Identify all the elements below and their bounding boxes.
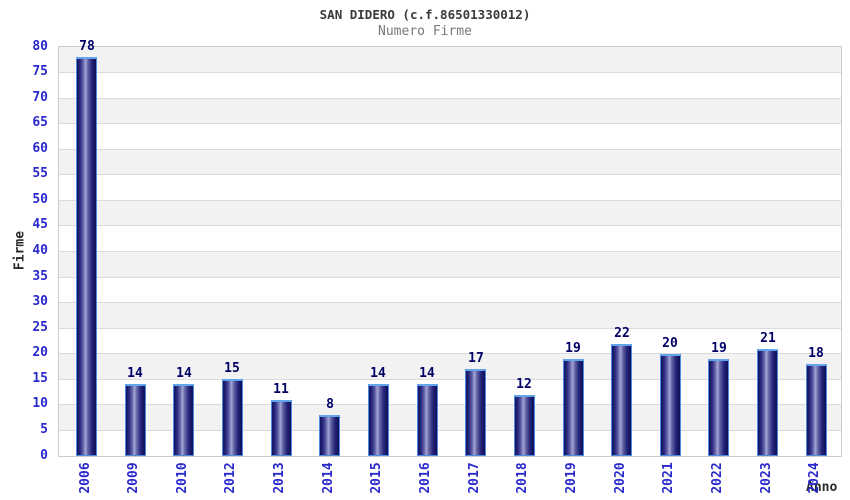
- chart-title: SAN DIDERO (c.f.86501330012): [319, 7, 531, 22]
- bar-value-label: 78: [79, 39, 95, 55]
- y-axis-tick-label: 30: [32, 294, 48, 310]
- plot-band: [59, 72, 841, 99]
- x-axis-tick-label: 2014: [321, 462, 336, 494]
- plot-band: [59, 174, 841, 201]
- plot-band: [59, 200, 841, 226]
- bar-value-label: 15: [224, 361, 240, 377]
- bar-value-label: 19: [711, 340, 727, 356]
- x-axis-tick-label: 2023: [759, 462, 774, 494]
- y-axis-tick-label: 60: [32, 140, 48, 156]
- y-axis-tick-label: 5: [40, 421, 48, 437]
- bar: [319, 415, 340, 456]
- bar-value-label: 22: [614, 325, 630, 341]
- bar: [563, 358, 584, 456]
- bar: [757, 348, 778, 456]
- plot-band: [59, 149, 841, 175]
- x-axis-tick-label: 2017: [467, 462, 482, 494]
- plot-band: [59, 328, 841, 354]
- x-axis-title: Anno: [806, 480, 838, 495]
- gridline: [59, 225, 841, 227]
- gridline: [59, 429, 841, 431]
- plot-band: [59, 98, 841, 124]
- bar: [76, 57, 97, 456]
- gridline: [59, 276, 841, 278]
- y-axis-tick-label: 55: [32, 166, 48, 182]
- y-axis-tick-label: 40: [32, 243, 48, 258]
- y-axis-tick-label: 80: [32, 38, 48, 54]
- gridline: [59, 123, 841, 125]
- y-axis-tick-label: 20: [32, 345, 48, 361]
- bar-value-label: 14: [370, 366, 386, 382]
- bar-value-label: 21: [760, 330, 776, 346]
- gridline: [59, 97, 841, 99]
- y-axis-tick-label: 65: [32, 115, 48, 131]
- bar: [417, 384, 438, 456]
- y-axis-tick-label: 50: [32, 191, 48, 207]
- x-axis-tick-label: 2016: [418, 462, 433, 494]
- gridline: [59, 302, 841, 304]
- gridline: [59, 199, 841, 201]
- bar: [125, 384, 146, 456]
- plot-band: [59, 251, 841, 278]
- bar: [660, 353, 681, 456]
- chart-subtitle: Numero Firme: [378, 24, 472, 39]
- bar-value-label: 14: [419, 366, 435, 382]
- bar: [806, 363, 827, 456]
- bar-value-label: 17: [468, 351, 484, 367]
- bar-value-label: 8: [326, 397, 334, 413]
- plot-band: [59, 225, 841, 252]
- y-axis-tick-label: 10: [32, 396, 48, 412]
- bar: [173, 384, 194, 456]
- x-axis-tick-label: 2022: [710, 462, 725, 494]
- plot-band: [59, 302, 841, 329]
- gridline: [59, 404, 841, 406]
- bar-value-label: 14: [176, 366, 192, 382]
- bar-value-label: 18: [808, 345, 824, 361]
- x-axis-tick-label: 2020: [613, 462, 628, 494]
- bar-value-label: 14: [127, 366, 143, 382]
- plot-band: [59, 277, 841, 303]
- y-axis-tick-label: 25: [32, 319, 48, 335]
- gridline: [59, 148, 841, 150]
- plot-area: 78 14 14 15 11 8 14 14 17 12 19 22 20 19 21 18: [58, 39, 842, 457]
- y-axis-tick-label: 75: [32, 64, 48, 80]
- gridline: [59, 353, 841, 355]
- bar: [271, 399, 292, 456]
- x-axis-tick-label: 2015: [369, 462, 384, 494]
- y-axis-tick-label: 45: [32, 217, 48, 233]
- x-axis-tick-label: 2006: [78, 462, 93, 494]
- x-axis-tick-label: 2013: [272, 462, 287, 494]
- bar: [514, 394, 535, 456]
- gridline: [59, 72, 841, 74]
- gridline: [59, 327, 841, 329]
- x-axis-tick-label: 2010: [175, 462, 190, 494]
- gridline: [59, 378, 841, 380]
- y-axis-tick-label: 70: [32, 89, 48, 105]
- bar: [465, 369, 486, 456]
- gridline: [59, 174, 841, 176]
- bar-value-label: 12: [516, 376, 532, 392]
- y-axis-tick-label: 0: [40, 447, 48, 463]
- bar-value-label: 20: [662, 335, 678, 351]
- bar: [611, 343, 632, 456]
- bar-value-label: 11: [273, 381, 289, 397]
- plot-band: [59, 123, 841, 150]
- x-axis-tick-label: 2021: [661, 462, 676, 494]
- x-axis-tick-label: 2009: [126, 462, 141, 494]
- x-axis-tick-label: 2024: [807, 462, 822, 494]
- bar-value-label: 19: [565, 340, 581, 356]
- x-axis-tick-label: 2018: [515, 462, 530, 494]
- bar: [368, 384, 389, 456]
- y-axis-tick-label: 35: [32, 268, 48, 284]
- y-axis-tick-label: 15: [32, 370, 48, 386]
- bar: [708, 358, 729, 456]
- gridline: [59, 251, 841, 252]
- x-axis-tick-label: 2012: [223, 462, 238, 494]
- plot-band: [59, 47, 841, 73]
- bar: [222, 379, 243, 456]
- x-axis-tick-label: 2019: [564, 462, 579, 494]
